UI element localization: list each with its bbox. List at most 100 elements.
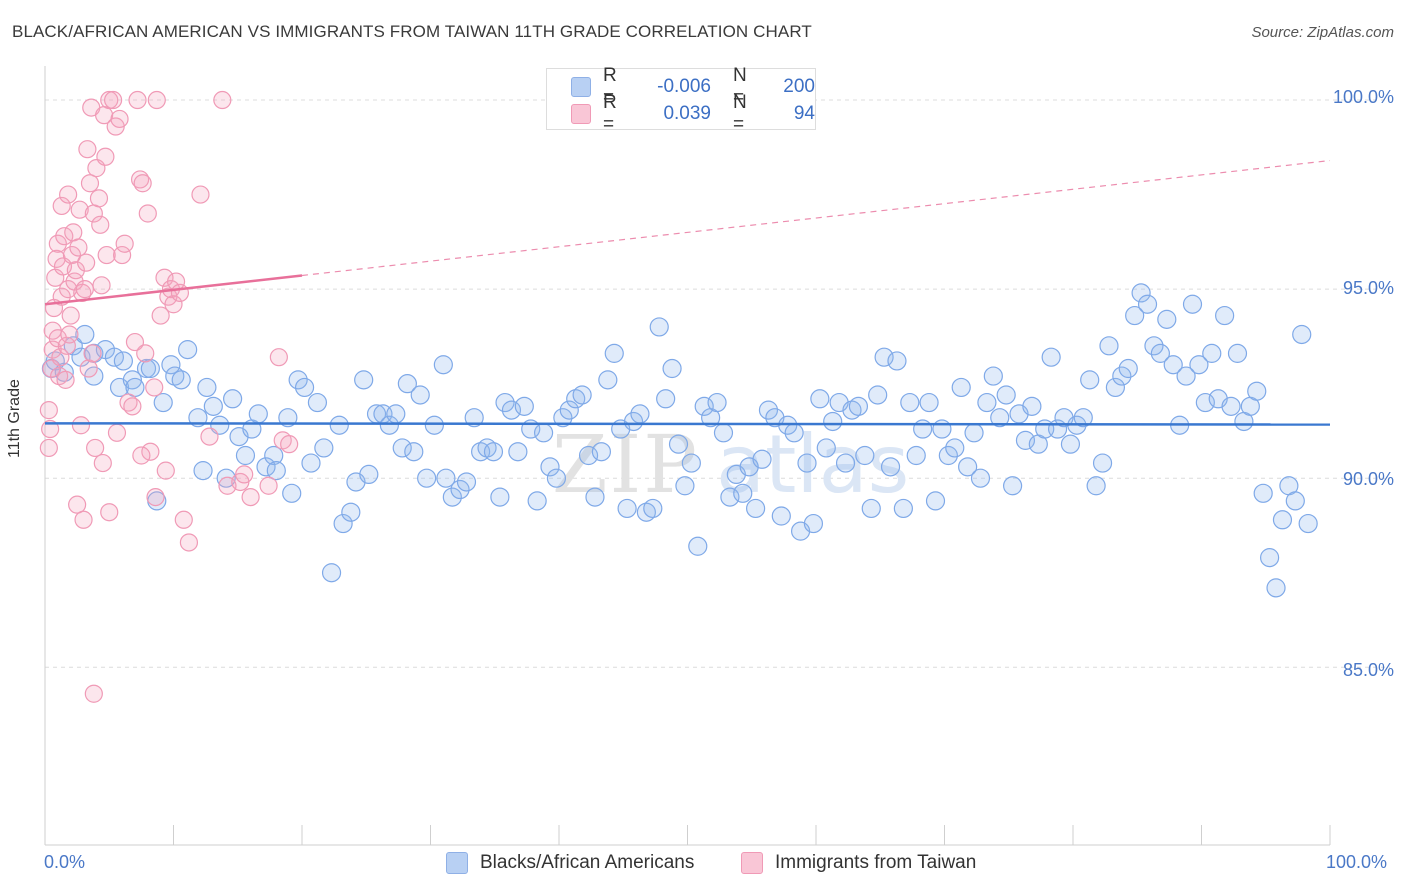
blacks-point — [424, 415, 444, 435]
blacks-point — [951, 377, 971, 398]
blacks-point — [1227, 343, 1248, 363]
series-legend: Blacks/African Americans Immigrants from… — [0, 852, 1406, 878]
taiwan-point — [110, 109, 129, 129]
blacks-point — [1022, 396, 1042, 416]
taiwan-point — [62, 245, 82, 265]
blacks-point — [1073, 408, 1093, 428]
taiwan-point — [47, 249, 66, 268]
blacks-point — [1099, 336, 1119, 356]
legend-item-blacks[interactable]: Blacks/African Americans — [446, 852, 694, 874]
taiwan-point — [39, 438, 58, 458]
blacks-point — [508, 442, 528, 462]
blue-swatch — [446, 852, 468, 874]
blacks-point — [307, 392, 328, 413]
blacks-point — [874, 347, 894, 367]
blacks-point — [906, 445, 926, 466]
blacks-point — [197, 377, 217, 398]
blacks-point — [341, 502, 361, 522]
blacks-point — [983, 366, 1003, 386]
blacks-point — [1189, 355, 1209, 375]
blacks-point — [436, 468, 456, 488]
watermark-zip: ZIP — [552, 418, 699, 511]
blacks-point — [945, 438, 965, 458]
blacks-point — [1163, 355, 1183, 375]
n-value: 200 — [783, 76, 815, 97]
blacks-point — [1086, 476, 1106, 496]
blacks-point — [1272, 510, 1293, 530]
taiwan-point — [84, 684, 103, 703]
taiwan-point — [280, 435, 299, 454]
blacks-point — [1176, 366, 1196, 386]
blue-swatch — [571, 77, 591, 97]
blacks-point — [887, 351, 907, 371]
y-tick-label-90: 90.0% — [1342, 469, 1394, 489]
taiwan-point — [107, 423, 127, 442]
taiwan-point — [86, 438, 105, 458]
blacks-point — [1150, 343, 1170, 363]
taiwan-point — [77, 253, 96, 272]
blacks-point — [178, 340, 198, 360]
blacks-point — [456, 472, 477, 492]
taiwan-point — [79, 359, 98, 378]
blacks-point — [392, 438, 412, 458]
taiwan-point — [241, 487, 260, 507]
blacks-point — [1118, 358, 1138, 379]
blacks-point — [694, 396, 714, 416]
blacks-point — [1015, 430, 1036, 450]
taiwan-point — [96, 147, 115, 166]
legend-item-taiwan[interactable]: Immigrants from Taiwan — [741, 852, 976, 874]
blacks-point — [925, 491, 946, 511]
blacks-point — [216, 468, 236, 488]
blacks-point — [75, 324, 95, 345]
taiwan-point — [156, 461, 175, 480]
blacks-point — [193, 461, 213, 481]
taiwan-trend-extension — [301, 159, 1331, 277]
blacks-point — [397, 374, 417, 394]
n-value: 94 — [793, 103, 815, 124]
blacks-point — [314, 438, 334, 458]
blacks-point — [464, 408, 484, 428]
blacks-point — [990, 408, 1010, 428]
blacks-point — [161, 355, 181, 375]
taiwan-point — [269, 348, 288, 367]
taiwan-point — [39, 401, 58, 420]
blacks-point — [379, 415, 399, 435]
blacks-point — [417, 468, 437, 488]
blacks-point — [256, 457, 276, 477]
blacks-point — [1247, 381, 1267, 401]
blacks-point — [122, 370, 142, 390]
blacks-point — [1092, 453, 1113, 473]
blacks-point — [514, 396, 534, 416]
blacks-point — [546, 468, 567, 488]
taiwan-point — [68, 495, 87, 514]
blacks-point — [572, 385, 592, 405]
pink-swatch — [741, 852, 763, 874]
taiwan-point — [174, 510, 193, 529]
blacks-point — [688, 536, 708, 556]
blacks-point — [797, 453, 817, 473]
taiwan-point — [91, 215, 110, 234]
source-label: Source: ZipAtlas.com — [1251, 24, 1394, 41]
blacks-point — [630, 404, 650, 424]
blacks-point — [282, 483, 302, 503]
blacks-point — [540, 457, 560, 477]
blacks-point — [598, 370, 618, 390]
blacks-point — [649, 317, 669, 337]
n-label: N = — [733, 92, 747, 135]
blacks-point — [720, 487, 740, 507]
taiwan-point — [89, 189, 109, 208]
taiwan-point — [123, 397, 142, 416]
blacks-point — [288, 370, 308, 390]
taiwan-point — [48, 234, 67, 253]
blacks-point — [359, 464, 379, 485]
blacks-point — [1292, 324, 1312, 345]
blacks-point — [623, 411, 644, 432]
taiwan-point — [60, 325, 79, 344]
blacks-point — [294, 377, 315, 398]
blacks-point — [656, 389, 676, 409]
blacks-point — [733, 483, 753, 503]
taiwan-point — [97, 245, 116, 265]
chart-title: BLACK/AFRICAN AMERICAN VS IMMIGRANTS FRO… — [12, 22, 812, 41]
taiwan-point — [83, 344, 102, 363]
